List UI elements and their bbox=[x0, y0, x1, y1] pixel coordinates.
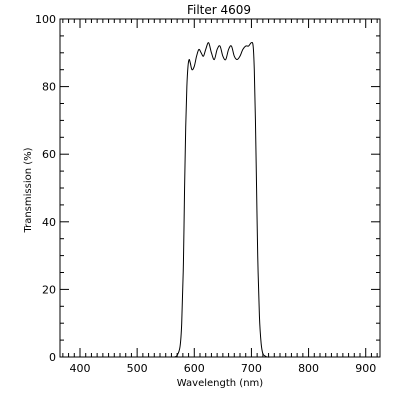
y-tick-label: 40 bbox=[42, 216, 56, 229]
plot-frame bbox=[59, 18, 381, 358]
y-tick-label: 60 bbox=[42, 148, 56, 161]
y-tick-label: 0 bbox=[49, 351, 56, 364]
axis-tick-labels: 400 500 600 700 800 900 0 20 40 60 80 100 bbox=[35, 13, 376, 375]
x-axis-label: Wavelength (nm) bbox=[177, 378, 263, 389]
transmission-curve bbox=[174, 42, 271, 358]
y-tick-label: 80 bbox=[42, 81, 56, 94]
x-tick-label: 600 bbox=[184, 362, 205, 375]
y-tick-label: 100 bbox=[35, 13, 56, 26]
y-axis-label: Transmission (%) bbox=[23, 147, 34, 233]
x-tick-label: 800 bbox=[298, 362, 319, 375]
x-tick-label: 700 bbox=[241, 362, 262, 375]
x-tick-label: 900 bbox=[355, 362, 376, 375]
x-tick-label: 400 bbox=[70, 362, 91, 375]
y-tick-label: 20 bbox=[42, 283, 56, 296]
axis-ticks bbox=[60, 18, 380, 358]
x-tick-label: 500 bbox=[127, 362, 148, 375]
chart-title: Filter 4609 bbox=[187, 3, 251, 17]
